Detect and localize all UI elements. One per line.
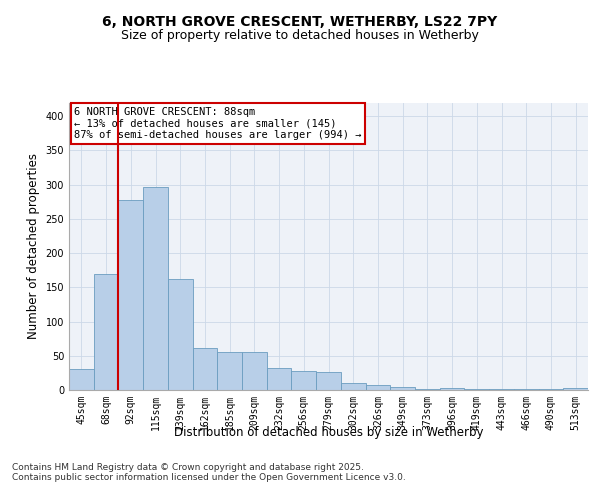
Bar — [390, 386, 415, 390]
Bar — [440, 388, 464, 390]
Bar — [193, 348, 217, 390]
Bar — [292, 371, 316, 390]
Bar — [267, 368, 292, 390]
Bar — [217, 352, 242, 390]
Text: Contains HM Land Registry data © Crown copyright and database right 2025.
Contai: Contains HM Land Registry data © Crown c… — [12, 463, 406, 482]
Text: Distribution of detached houses by size in Wetherby: Distribution of detached houses by size … — [174, 426, 484, 439]
Bar — [69, 370, 94, 390]
Text: 6 NORTH GROVE CRESCENT: 88sqm
← 13% of detached houses are smaller (145)
87% of : 6 NORTH GROVE CRESCENT: 88sqm ← 13% of d… — [74, 107, 362, 140]
Bar — [563, 388, 588, 390]
Bar — [94, 274, 118, 390]
Bar — [316, 372, 341, 390]
Bar — [143, 186, 168, 390]
Bar — [514, 388, 539, 390]
Bar — [242, 352, 267, 390]
Text: 6, NORTH GROVE CRESCENT, WETHERBY, LS22 7PY: 6, NORTH GROVE CRESCENT, WETHERBY, LS22 … — [103, 16, 497, 30]
Bar — [341, 383, 365, 390]
Text: Size of property relative to detached houses in Wetherby: Size of property relative to detached ho… — [121, 30, 479, 43]
Bar — [118, 200, 143, 390]
Bar — [168, 279, 193, 390]
Y-axis label: Number of detached properties: Number of detached properties — [27, 153, 40, 340]
Bar — [365, 385, 390, 390]
